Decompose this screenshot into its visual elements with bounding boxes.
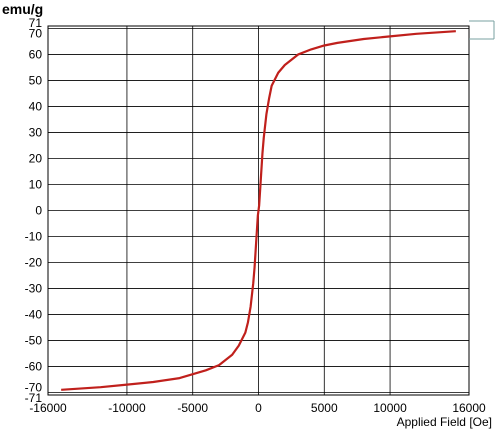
y-tick-label: 10	[29, 178, 43, 192]
y-tick-label: 70	[29, 27, 43, 41]
y-tick-label: -30	[25, 281, 43, 295]
y-tick-label: -50	[25, 333, 43, 347]
y-tick-label: -70	[25, 380, 43, 394]
y-tick-label: -40	[25, 307, 43, 321]
x-tick-label: 0	[255, 401, 262, 415]
x-tick-label: -10000	[108, 401, 146, 415]
x-tick-label: 16000	[452, 401, 486, 415]
y-tick-label: 0	[35, 204, 42, 218]
y-tick-label: -60	[25, 359, 43, 373]
x-tick-label: -5000	[177, 401, 208, 415]
y-tick-label: 30	[29, 126, 43, 140]
y-tick-label: 50	[29, 74, 43, 88]
legend-stub	[469, 20, 495, 40]
x-tick-label: 5000	[311, 401, 338, 415]
y-tick-label: -20	[25, 255, 43, 269]
y-tick-label: 20	[29, 152, 43, 166]
y-tick-label: 40	[29, 100, 43, 114]
plot-frame	[47, 25, 470, 396]
x-tick-label: -16000	[29, 401, 67, 415]
y-tick-label: -71	[25, 391, 43, 405]
x-axis-ticks: -16000 -10000 -5000 0 5000 10000 16000	[29, 401, 486, 415]
magnetization-curve	[61, 30, 456, 391]
y-tick-label: 71	[29, 16, 43, 30]
x-axis-title: Applied Field [Oe]	[397, 415, 492, 429]
y-tick-label: 60	[29, 48, 43, 62]
y-tick-label: -10	[25, 229, 43, 243]
y-axis-title: emu/g	[2, 1, 43, 17]
x-tick-label: 10000	[373, 401, 407, 415]
